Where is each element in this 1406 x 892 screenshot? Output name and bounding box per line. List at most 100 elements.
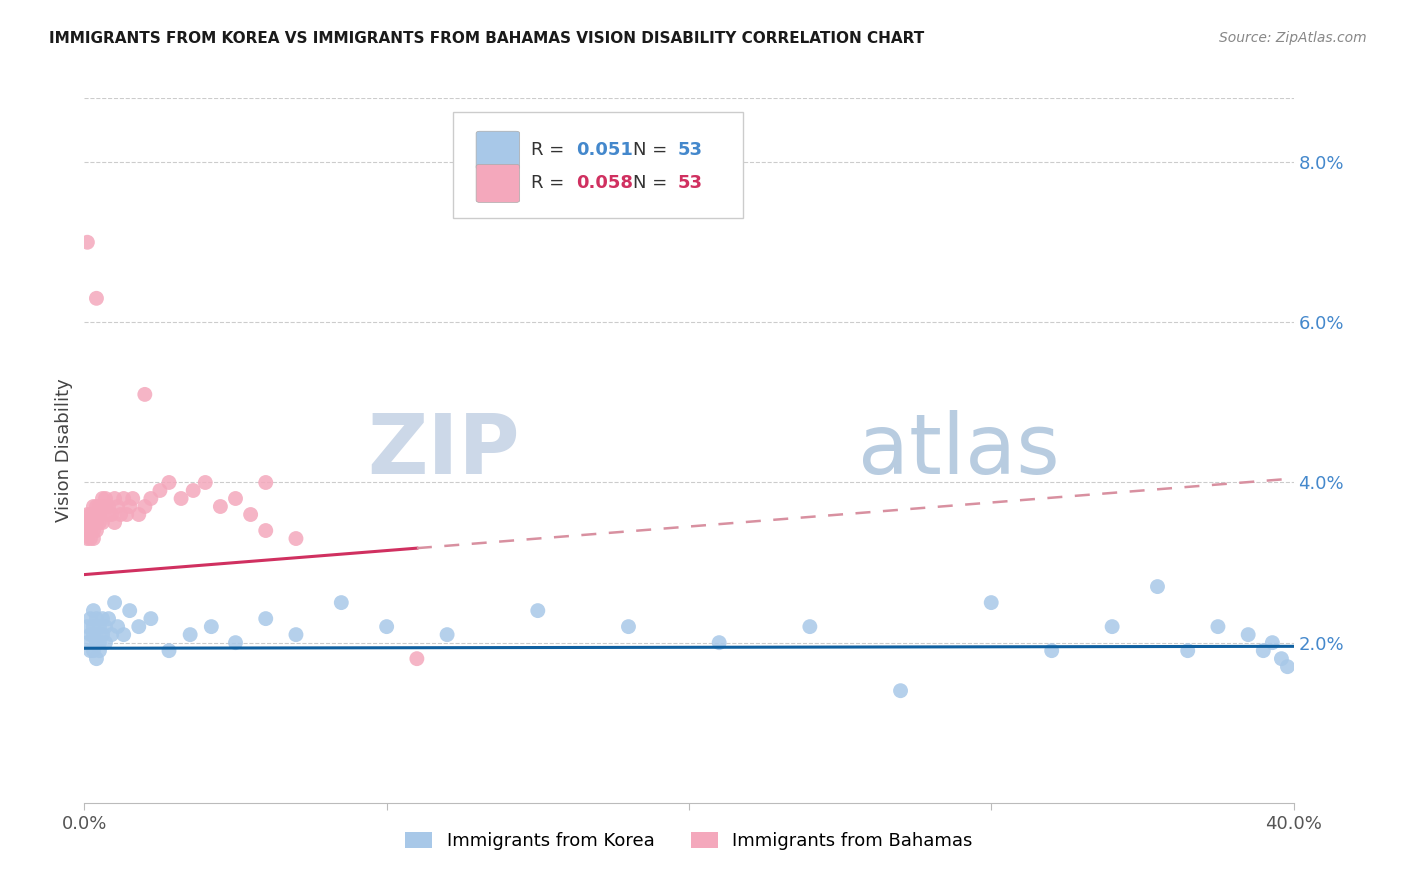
Point [86,516,108,530]
Point [82,500,104,514]
Point [194,475,217,490]
Point [1270,651,1292,665]
Point [86,291,108,305]
Text: N =: N = [633,141,673,160]
Point [79,532,101,546]
Point [97,500,120,514]
Point [82,627,104,641]
Point [76,532,98,546]
Point [134,500,156,514]
Point [104,596,127,610]
Point [86,627,108,641]
Point [82,532,104,546]
Text: R =: R = [530,175,569,193]
Point [170,491,193,506]
Point [89,508,111,522]
Point [149,483,172,498]
Point [254,475,277,490]
Point [91,612,114,626]
Point [406,651,429,665]
Point [100,508,122,522]
Point [225,491,247,506]
Point [1237,627,1260,641]
Point [134,387,156,401]
Point [118,500,141,514]
Point [200,619,222,633]
Point [225,635,247,649]
Point [79,508,101,522]
Point [799,619,821,633]
Point [86,612,108,626]
Point [139,612,162,626]
Point [79,612,101,626]
Point [89,619,111,633]
Point [104,491,127,506]
Point [1146,580,1168,594]
Point [112,627,135,641]
Point [82,508,104,522]
Point [82,524,104,538]
Point [82,643,104,657]
Point [110,508,132,522]
Point [89,516,111,530]
Point [1206,619,1229,633]
Point [86,651,108,665]
Point [94,619,117,633]
Point [115,508,138,522]
Point [128,619,150,633]
Text: 0.058: 0.058 [576,175,634,193]
Point [76,619,98,633]
Point [375,619,398,633]
Point [890,683,912,698]
Point [76,524,98,538]
Text: atlas: atlas [858,410,1060,491]
Point [91,500,114,514]
Point [89,635,111,649]
Point [76,635,98,649]
Point [107,619,129,633]
Point [82,508,104,522]
Point [97,612,120,626]
Text: 53: 53 [678,175,703,193]
Point [86,635,108,649]
Point [86,500,108,514]
Point [128,508,150,522]
Point [82,619,104,633]
FancyBboxPatch shape [477,131,520,169]
Legend: Immigrants from Korea, Immigrants from Bahamas: Immigrants from Korea, Immigrants from B… [398,824,980,857]
Point [86,508,108,522]
Text: IMMIGRANTS FROM KOREA VS IMMIGRANTS FROM BAHAMAS VISION DISABILITY CORRELATION C: IMMIGRANTS FROM KOREA VS IMMIGRANTS FROM… [49,31,925,46]
Point [254,524,277,538]
FancyBboxPatch shape [453,112,744,218]
Point [285,532,308,546]
Point [157,475,180,490]
Text: Source: ZipAtlas.com: Source: ZipAtlas.com [1219,31,1367,45]
Point [1261,635,1284,649]
Point [436,627,458,641]
Point [76,235,98,250]
Point [97,508,120,522]
FancyBboxPatch shape [477,164,520,202]
Point [1040,643,1063,657]
Point [107,500,129,514]
Point [179,627,201,641]
Text: 0.051: 0.051 [576,141,633,160]
Point [91,491,114,506]
Point [1177,643,1199,657]
Point [79,643,101,657]
Point [118,604,141,618]
Point [94,500,117,514]
Point [76,508,98,522]
Point [89,500,111,514]
Point [254,612,277,626]
Point [79,627,101,641]
Point [980,596,1002,610]
Y-axis label: Vision Disability: Vision Disability [55,378,73,523]
Point [239,508,262,522]
Point [617,619,640,633]
Point [709,635,731,649]
Point [209,500,232,514]
Point [76,516,98,530]
Point [82,516,104,530]
Point [527,604,550,618]
